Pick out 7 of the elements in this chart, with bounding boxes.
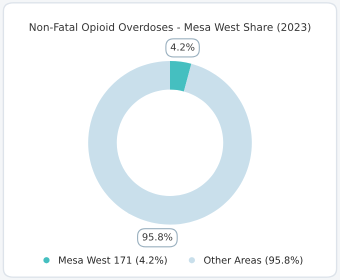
legend-label: Other Areas (95.8%) [204, 256, 302, 265]
chart-title: Non-Fatal Opioid Overdoses - Mesa West Share (2023) [30, 22, 310, 34]
legend-label: Mesa West 171 (4.2%) [59, 256, 167, 265]
data-label: 95.8% [142, 233, 172, 241]
data-label: 4.2% [170, 43, 194, 51]
donut-slice [88, 60, 252, 225]
donut-slice [170, 60, 192, 92]
